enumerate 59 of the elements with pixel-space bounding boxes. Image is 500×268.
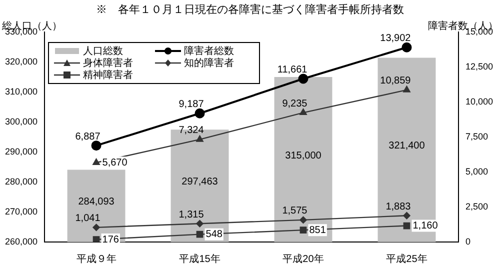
data-label: 548: [206, 229, 223, 240]
x-tick-label: 平成25年: [386, 252, 428, 265]
point: [300, 216, 307, 224]
legend-label: 人口総数: [83, 45, 123, 58]
point: [298, 74, 308, 84]
point: [402, 42, 412, 52]
x-tick-label: 平成９年: [76, 252, 116, 265]
data-label: 5,670: [102, 157, 128, 168]
data-label: 1,575: [282, 206, 308, 217]
point: [300, 108, 307, 116]
y-tick-label: 320,000: [4, 56, 38, 66]
data-label: 7,324: [178, 125, 204, 136]
y-tick-label: 290,000: [4, 146, 38, 156]
y2-tick-label: 7,500: [465, 131, 488, 142]
chart-title: ※ 各年１０月１日現在の各障害に基づく障害者手帳所持者数: [95, 2, 405, 17]
y-tick-label: 310,000: [4, 86, 38, 96]
point: [92, 224, 100, 232]
y2-tick-label: 12,500: [465, 61, 494, 72]
x-tick-label: 平成15年: [179, 252, 220, 265]
point: [300, 226, 307, 234]
point: [91, 140, 102, 151]
data-label: 1,315: [178, 209, 204, 220]
data-label: 1,883: [386, 201, 412, 212]
point: [403, 86, 410, 92]
data-label: 297,463: [182, 176, 218, 188]
point: [92, 158, 100, 165]
data-label: 1,160: [412, 220, 438, 232]
y-tick-label: 300,000: [4, 116, 38, 126]
point: [194, 108, 205, 118]
y2-tick-label: 0: [465, 236, 470, 246]
data-label: 1,041: [75, 213, 101, 224]
y2-tick-label: 2,500: [465, 201, 488, 212]
x-tick-label: 平成20年: [282, 252, 324, 265]
data-label: 9,187: [178, 99, 204, 110]
legend-label: 障害者総数: [184, 44, 234, 58]
data-label: 284,093: [78, 196, 115, 208]
point: [403, 222, 410, 230]
y-tick-label: 260,000: [4, 236, 38, 246]
legend-label: 知的障害者: [184, 56, 234, 70]
y-tick-label: 280,000: [4, 176, 38, 186]
y2-tick-label: 5,000: [465, 166, 488, 176]
data-label: 10,859: [380, 76, 412, 87]
data-label: 321,400: [388, 140, 426, 152]
data-label: 11,661: [277, 64, 308, 76]
data-label: 851: [309, 224, 326, 236]
data-label: 9,235: [282, 98, 308, 110]
data-label: 176: [102, 234, 120, 246]
point: [196, 220, 204, 228]
point: [196, 230, 204, 238]
data-label: 13,902: [380, 33, 412, 44]
legend-label: 精神障害者: [83, 68, 133, 82]
y-tick-label: 270,000: [4, 206, 38, 216]
y2-tick-label: 10,000: [465, 96, 494, 106]
point: [403, 212, 410, 220]
point: [196, 135, 204, 142]
data-label: 6,887: [75, 131, 101, 142]
point: [92, 236, 100, 242]
data-label: 315,000: [285, 150, 322, 162]
legend-label: 身体障害者: [83, 56, 133, 70]
